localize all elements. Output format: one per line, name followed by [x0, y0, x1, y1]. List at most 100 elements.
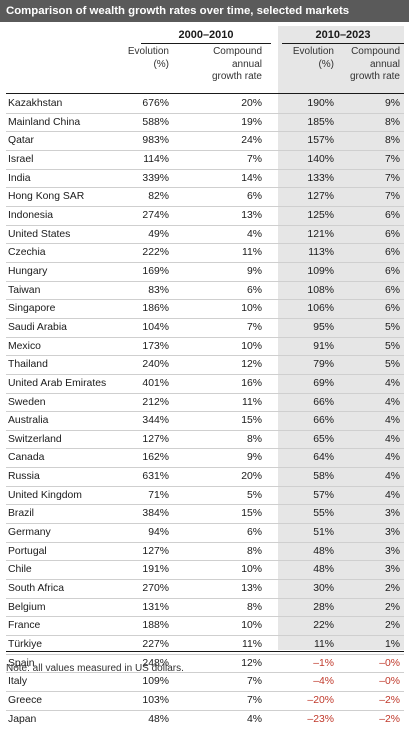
market-name: Russia	[8, 471, 40, 483]
evolution-2010-2023: 11%	[313, 639, 334, 651]
cagr-2010-2023: 4%	[384, 377, 400, 389]
cagr-2000-2010: 7%	[246, 153, 262, 165]
cagr-2000-2010: 9%	[246, 452, 262, 464]
evolution-2000-2010: 109%	[142, 676, 169, 688]
table-row: Japan 48% 4% –23% –2%	[6, 711, 404, 729]
market-name: Singapore	[8, 303, 56, 315]
footnote: Note: all values measured in US dollars.	[6, 663, 184, 674]
cagr-2000-2010: 11%	[241, 639, 262, 651]
evolution-2010-2023: 185%	[307, 116, 334, 128]
evolution-2010-2023: 66%	[313, 396, 334, 408]
evolution-2000-2010: 676%	[142, 98, 169, 109]
evolution-2000-2010: 191%	[142, 564, 169, 576]
cagr-2010-2023: 3%	[384, 527, 400, 539]
table-row: Australia 344% 15% 66% 4%	[6, 412, 404, 431]
cagr-2010-2023: 6%	[384, 284, 400, 296]
market-name: Taiwan	[8, 284, 41, 296]
evolution-2000-2010: 270%	[142, 583, 169, 595]
cagr-2000-2010: 7%	[246, 695, 262, 706]
table-row: Germany 94% 6% 51% 3%	[6, 524, 404, 543]
evolution-2010-2023: 65%	[313, 433, 334, 445]
market-name: Canada	[8, 452, 45, 464]
table-row: Israel 114% 7% 140% 7%	[6, 151, 404, 170]
cagr-2010-2023: 6%	[384, 265, 400, 277]
evolution-2010-2023: 69%	[313, 377, 334, 389]
cagr-2000-2010: 11%	[241, 396, 262, 408]
evolution-2000-2010: 401%	[142, 377, 169, 389]
cagr-2010-2023: 2%	[384, 583, 400, 595]
evolution-2000-2010: 188%	[142, 620, 169, 632]
cagr-2010-2023: 4%	[384, 433, 400, 445]
evolution-2010-2023: –1%	[313, 657, 334, 669]
cagr-2010-2023: –0%	[379, 676, 400, 688]
market-name: Switzerland	[8, 433, 62, 445]
evolution-2000-2010: 162%	[142, 452, 169, 464]
market-name: Italy	[8, 676, 28, 688]
table-row: Hong Kong SAR 82% 6% 127% 7%	[6, 188, 404, 207]
cagr-2000-2010: 8%	[246, 601, 262, 613]
cagr-2000-2010: 14%	[241, 172, 262, 184]
cagr-2000-2010: 8%	[246, 545, 262, 557]
period-rule-2	[282, 43, 404, 44]
evolution-2010-2023: –23%	[307, 713, 334, 725]
evolution-2010-2023: 133%	[307, 172, 334, 184]
evolution-2000-2010: 212%	[142, 396, 169, 408]
cagr-2010-2023: 7%	[384, 153, 400, 165]
evolution-2010-2023: –20%	[307, 695, 334, 706]
evolution-2000-2010: 71%	[148, 489, 169, 501]
market-name: Indonesia	[8, 209, 54, 221]
evolution-2010-2023: 121%	[307, 228, 334, 240]
cagr-2010-2023: 6%	[384, 209, 400, 221]
evolution-2010-2023: 106%	[307, 303, 334, 315]
evolution-2000-2010: 103%	[142, 695, 169, 706]
evolution-2000-2010: 127%	[142, 545, 169, 557]
market-name: Belgium	[8, 601, 46, 613]
evolution-2000-2010: 248%	[142, 657, 169, 669]
table-row: Kazakhstan 676% 20% 190% 9%	[6, 95, 404, 114]
cagr-2010-2023: 2%	[384, 601, 400, 613]
evolution-2010-2023: –4%	[313, 676, 334, 688]
cagr-2010-2023: 6%	[384, 303, 400, 315]
market-name: Thailand	[8, 359, 48, 371]
evolution-2000-2010: 240%	[142, 359, 169, 371]
evolution-2010-2023: 57%	[313, 489, 334, 501]
table-row: Sweden 212% 11% 66% 4%	[6, 394, 404, 413]
cagr-2000-2010: 11%	[241, 247, 262, 259]
market-name: Saudi Arabia	[8, 321, 67, 333]
evolution-2000-2010: 94%	[148, 527, 169, 539]
cagr-2000-2010: 13%	[241, 209, 262, 221]
market-name: Türkiye	[8, 639, 43, 651]
cagr-2010-2023: 4%	[384, 489, 400, 501]
cagr-2010-2023: –2%	[379, 713, 400, 725]
cagr-2010-2023: 8%	[384, 116, 400, 128]
cagr-2010-2023: 1%	[384, 639, 400, 651]
table-body: Kazakhstan 676% 20% 190% 9% Mainland China 588…	[6, 95, 404, 729]
evolution-2010-2023: 58%	[313, 471, 334, 483]
cagr-2010-2023: 6%	[384, 228, 400, 240]
market-name: Japan	[8, 713, 37, 725]
evolution-2010-2023: 55%	[313, 508, 334, 520]
market-name: Kazakhstan	[8, 98, 63, 109]
table-row: Portugal 127% 8% 48% 3%	[6, 543, 404, 562]
market-name: United States	[8, 228, 71, 240]
cagr-2000-2010: 7%	[246, 321, 262, 333]
col-header-evolution-1: Evolution (%)	[127, 46, 169, 70]
cagr-2000-2010: 7%	[246, 676, 262, 688]
cagr-2010-2023: 3%	[384, 564, 400, 576]
cagr-2000-2010: 6%	[246, 527, 262, 539]
cagr-2000-2010: 10%	[241, 303, 262, 315]
evolution-2010-2023: 51%	[313, 527, 334, 539]
cagr-2000-2010: 9%	[246, 265, 262, 277]
cagr-2000-2010: 15%	[241, 508, 262, 520]
cagr-2010-2023: 4%	[384, 396, 400, 408]
market-name: Portugal	[8, 545, 47, 557]
table-row: France 188% 10% 22% 2%	[6, 617, 404, 637]
market-name: Hungary	[8, 265, 48, 277]
cagr-2000-2010: 12%	[241, 359, 262, 371]
evolution-2010-2023: 79%	[313, 359, 334, 371]
cagr-2000-2010: 4%	[246, 713, 262, 725]
table-row: Belgium 131% 8% 28% 2%	[6, 599, 404, 618]
cagr-2010-2023: 2%	[384, 620, 400, 632]
cagr-2000-2010: 24%	[241, 135, 262, 147]
table-row: Greece 103% 7% –20% –2%	[6, 692, 404, 711]
